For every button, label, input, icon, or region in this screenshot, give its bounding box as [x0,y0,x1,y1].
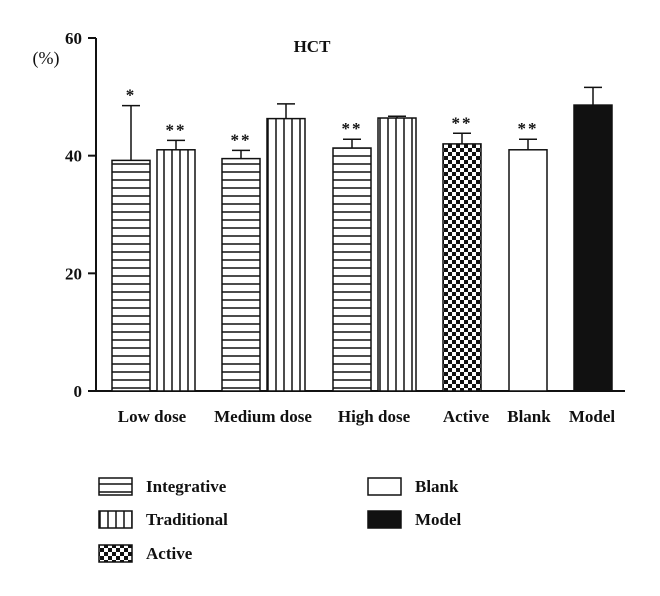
significance-marker: ** [166,120,187,139]
legend-label: Active [146,544,193,563]
legend-swatch [98,544,133,563]
x-category-label: High dose [338,407,411,426]
y-tick-label: 20 [65,264,82,283]
legend-label: Blank [415,477,459,496]
significance-marker: ** [452,113,473,132]
legend-swatch [98,477,133,496]
legend-swatch [367,477,402,496]
legend-label: Integrative [146,477,227,496]
y-tick-label: 0 [74,382,83,401]
x-category-label: Medium dose [214,407,312,426]
bar [573,104,613,392]
legend: Integrative Traditional Active Blank Model [98,477,462,563]
x-category-label: Active [443,407,490,426]
legend-swatch [367,510,402,529]
y-tick-label: 40 [65,147,82,166]
x-category-label: Blank [507,407,551,426]
bars-group: ******* ** ** [111,86,613,392]
bar [266,117,306,392]
significance-marker: ** [518,119,539,138]
bar [442,143,482,392]
bar [221,157,261,392]
bar [332,147,372,392]
y-axis: 0 20 40 60 [65,29,97,401]
bar [156,149,196,392]
chart-title: HCT [294,37,332,56]
bar [377,117,417,392]
y-tick-label: 60 [65,29,82,48]
bar [111,159,151,392]
significance-marker: ** [231,130,252,149]
x-category-label: Model [569,407,616,426]
significance-marker: * [126,86,137,105]
bar [508,149,548,392]
legend-label: Traditional [146,510,228,529]
significance-marker: ** [342,119,363,138]
x-axis: Low dose Medium dose High dose Active Blank M… [96,390,625,426]
legend-swatch [98,510,133,529]
x-category-label: Low dose [118,407,187,426]
y-axis-label: (%) [33,48,60,69]
legend-label: Model [415,510,462,529]
